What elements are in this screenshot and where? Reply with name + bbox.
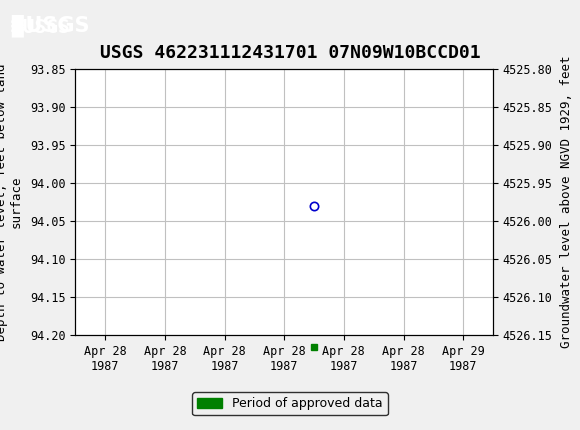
Text: USGS 462231112431701 07N09W10BCCD01: USGS 462231112431701 07N09W10BCCD01 (100, 44, 480, 62)
Y-axis label: Depth to water level, feet below land
surface: Depth to water level, feet below land su… (0, 63, 23, 341)
Text: ≋USGS: ≋USGS (9, 16, 90, 36)
Y-axis label: Groundwater level above NGVD 1929, feet: Groundwater level above NGVD 1929, feet (560, 56, 572, 348)
Legend: Period of approved data: Period of approved data (192, 392, 388, 415)
Text: █USGS: █USGS (12, 15, 70, 37)
